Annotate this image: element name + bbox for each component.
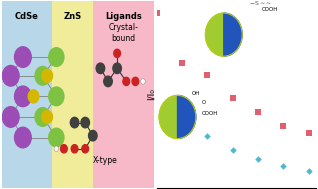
Circle shape [104, 76, 112, 87]
Circle shape [49, 87, 64, 106]
Circle shape [70, 117, 79, 128]
Text: COOH: COOH [262, 7, 279, 12]
Circle shape [15, 47, 31, 67]
FancyBboxPatch shape [93, 1, 154, 188]
Point [154, 12, 159, 15]
Text: X-type: X-type [93, 156, 117, 165]
Circle shape [141, 79, 145, 84]
Circle shape [71, 145, 78, 153]
Point [256, 157, 261, 160]
Wedge shape [159, 95, 177, 139]
Circle shape [49, 48, 64, 67]
Circle shape [113, 63, 121, 74]
Wedge shape [205, 13, 224, 56]
Circle shape [35, 108, 50, 126]
Point [306, 131, 311, 134]
FancyBboxPatch shape [52, 1, 93, 188]
Point [281, 164, 286, 167]
Circle shape [81, 117, 89, 128]
Wedge shape [224, 13, 242, 56]
Text: OH: OH [192, 91, 200, 96]
Circle shape [35, 66, 50, 85]
Point [205, 74, 210, 77]
Circle shape [2, 66, 19, 86]
Circle shape [54, 146, 59, 152]
Text: ZnS: ZnS [63, 12, 81, 21]
FancyBboxPatch shape [2, 1, 52, 188]
Point [230, 148, 235, 151]
Point [205, 135, 210, 138]
Text: Ligands: Ligands [105, 12, 142, 21]
Point [230, 96, 235, 99]
Text: $-$S$\mathsf{\sim\!\!\sim}$: $-$S$\mathsf{\sim\!\!\sim}$ [249, 0, 271, 7]
Circle shape [88, 130, 97, 141]
Circle shape [28, 90, 39, 103]
Circle shape [15, 86, 31, 107]
Circle shape [123, 77, 130, 85]
Circle shape [42, 110, 52, 123]
Circle shape [2, 107, 19, 127]
Text: COOH: COOH [202, 111, 218, 116]
Circle shape [132, 77, 139, 85]
Point [180, 62, 185, 65]
Wedge shape [177, 95, 196, 139]
Circle shape [96, 63, 105, 74]
Circle shape [49, 128, 64, 147]
Circle shape [15, 127, 31, 148]
Y-axis label: I/I₀: I/I₀ [146, 89, 156, 100]
Point [256, 110, 261, 113]
Circle shape [61, 145, 67, 153]
Circle shape [82, 145, 88, 153]
Text: CdSe: CdSe [15, 12, 38, 21]
Point [281, 124, 286, 127]
Circle shape [42, 69, 52, 82]
Point [180, 117, 185, 120]
Text: Crystal-
bound: Crystal- bound [108, 23, 138, 43]
Circle shape [114, 49, 121, 57]
Text: O: O [202, 100, 205, 105]
Point [306, 169, 311, 172]
